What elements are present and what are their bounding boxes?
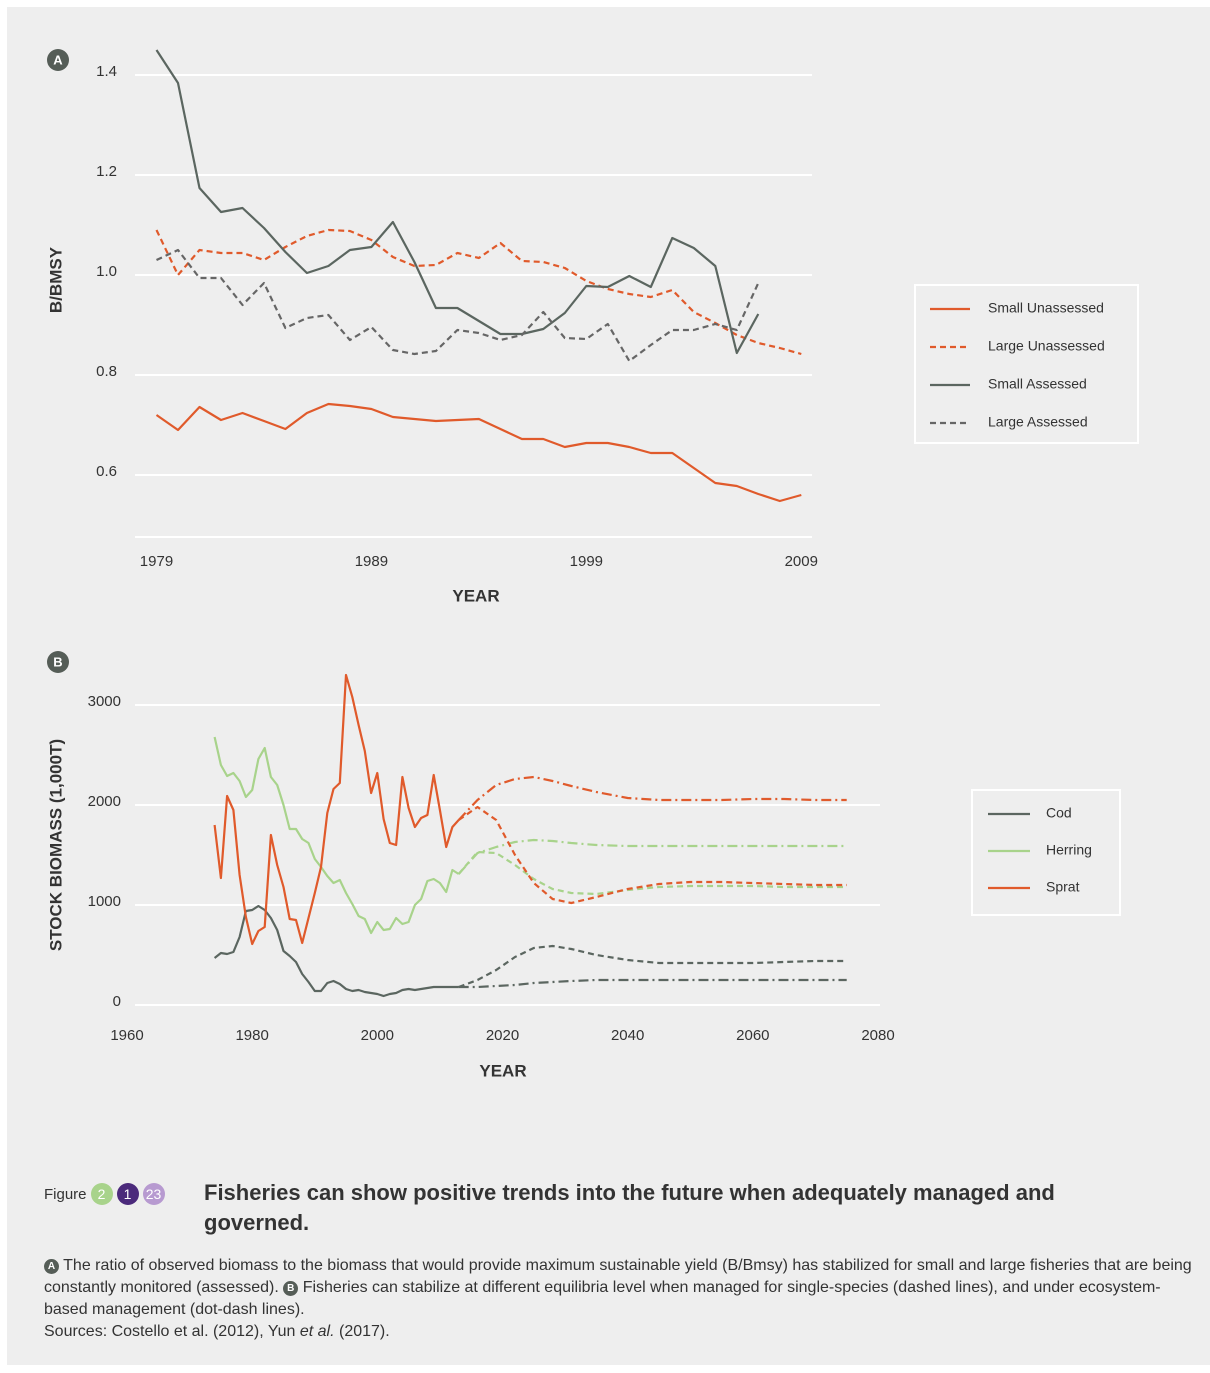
y-axis-title: B/BMSY <box>46 246 65 313</box>
panel-letter: B <box>53 654 62 669</box>
data-line <box>458 805 847 905</box>
x-tick-label: 2000 <box>361 1027 394 1044</box>
caption-a: The ratio of observed biomass to the bio… <box>44 1257 1192 1296</box>
panel-icon: B <box>283 1281 299 1296</box>
legend-box <box>971 789 1121 916</box>
figure-caption: A The ratio of observed biomass to the b… <box>44 1255 1204 1343</box>
legend-label: Cod <box>1046 805 1072 821</box>
x-tick-label: 2080 <box>861 1027 894 1044</box>
x-axis-title: YEAR <box>479 1061 526 1080</box>
data-line <box>213 673 460 946</box>
x-axis-title: YEAR <box>452 586 499 605</box>
y-tick-label: 1.0 <box>96 263 117 280</box>
figure-number: 1 <box>116 1183 139 1205</box>
panel-icon: A <box>44 1259 59 1274</box>
figure-word: Figure <box>44 1185 87 1203</box>
data-line <box>457 838 847 875</box>
data-line <box>156 248 760 363</box>
data-line <box>155 228 802 356</box>
figure-panel <box>7 7 1210 1365</box>
sources-end: (2017). <box>339 1323 390 1340</box>
panel-badge <box>47 651 69 673</box>
legend-label: Large Assessed <box>988 414 1088 430</box>
data-line <box>155 402 802 503</box>
x-tick-label: 1980 <box>235 1027 268 1044</box>
sources-text: Sources: Costello et al. (2012), Yun <box>44 1323 296 1340</box>
panel-badge <box>47 49 69 71</box>
charts: A 0.6 0.8 1.0 1.2 1.4 1979 1989 1999 2009 YEAR B/BM… <box>46 49 1139 1080</box>
y-tick-label: 2000 <box>88 793 121 810</box>
x-tick-label: 1979 <box>140 553 173 570</box>
panel-letter: A <box>53 52 63 67</box>
y-tick-label: 0.6 <box>96 463 117 480</box>
legend-label: Small Unassessed <box>988 300 1104 316</box>
x-tick-label: 1999 <box>570 553 603 570</box>
y-axis-title: STOCK BIOMASS (1,000T) <box>46 739 65 951</box>
figure-number: 23 <box>142 1183 165 1205</box>
data-line <box>155 49 760 355</box>
data-line <box>457 775 847 821</box>
data-line <box>458 978 847 989</box>
figure-title: Fisheries can show positive trends into … <box>204 1180 1055 1235</box>
figure-number: 2 <box>90 1183 113 1205</box>
y-tick-label: 1000 <box>88 893 121 910</box>
x-tick-label: 2060 <box>736 1027 769 1044</box>
y-tick-label: 1.2 <box>96 163 117 180</box>
x-tick-label: 2040 <box>611 1027 644 1044</box>
legend-label: Large Unassessed <box>988 338 1105 354</box>
legend-label: Sprat <box>1046 879 1080 895</box>
data-line <box>213 904 459 998</box>
y-tick-label: 1.4 <box>96 63 117 80</box>
y-tick-label: 0 <box>113 993 121 1010</box>
x-tick-label: 1989 <box>355 553 388 570</box>
data-line <box>213 736 460 935</box>
sources: Sources: Costello et al. (2012), Yun et … <box>44 1321 1204 1343</box>
x-tick-label: 1960 <box>110 1027 143 1044</box>
x-tick-label: 2020 <box>486 1027 519 1044</box>
data-line <box>457 850 847 896</box>
legend-label: Herring <box>1046 842 1092 858</box>
sources-italic: et al. <box>299 1323 335 1340</box>
legend-box <box>914 284 1139 444</box>
legend-label: Small Assessed <box>988 376 1087 392</box>
figure-label: Figure 2 1 23 <box>44 1183 165 1205</box>
y-tick-label: 3000 <box>88 693 121 710</box>
x-tick-label: 2009 <box>785 553 818 570</box>
y-tick-label: 0.8 <box>96 363 117 380</box>
data-line <box>458 944 847 989</box>
caption-b: Fisheries can stabilize at different equ… <box>44 1279 1161 1318</box>
